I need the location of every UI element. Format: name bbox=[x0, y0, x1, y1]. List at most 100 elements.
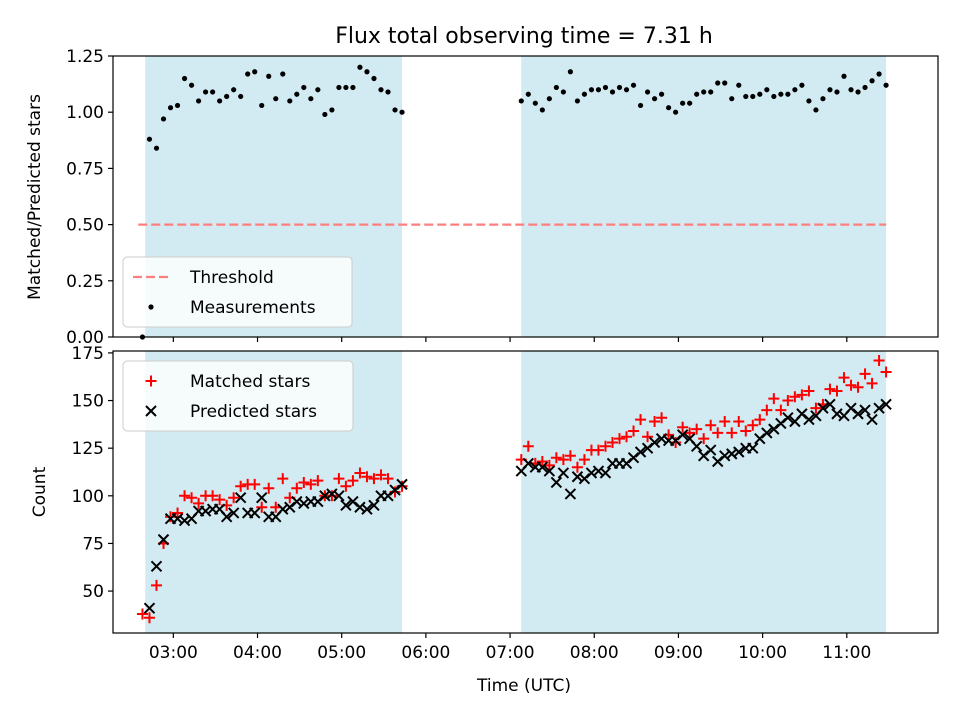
y-tick-label: 150 bbox=[72, 392, 104, 412]
predicted-stars-point bbox=[396, 478, 408, 491]
matched-stars-point bbox=[564, 450, 576, 462]
measurement-point bbox=[525, 91, 531, 97]
measurement-point bbox=[539, 107, 545, 113]
y-axis-label-ratio: Matched/Predicted stars bbox=[25, 94, 45, 300]
measurement-point bbox=[308, 96, 314, 102]
measurement-point bbox=[392, 107, 398, 113]
measurement-point bbox=[666, 105, 672, 111]
measurement-point bbox=[371, 75, 377, 82]
measurement-point bbox=[595, 87, 602, 93]
matched-stars-point bbox=[136, 608, 148, 620]
legend-predicted-swatch bbox=[145, 405, 157, 417]
measurement-point bbox=[644, 89, 651, 95]
predicted-stars-point bbox=[690, 440, 703, 452]
predicted-stars-point bbox=[676, 429, 689, 441]
chart-title: Flux total observing time = 7.31 h bbox=[335, 24, 713, 49]
matched-stars-point bbox=[326, 490, 338, 502]
measurement-point bbox=[259, 102, 265, 109]
measurement-point bbox=[778, 91, 784, 97]
measurement-point bbox=[266, 73, 272, 79]
predicted-stars-point bbox=[150, 560, 163, 573]
matched-stars-point bbox=[305, 478, 317, 490]
x-tick-label: 03:00 bbox=[149, 643, 198, 663]
matched-stars-point bbox=[656, 412, 668, 424]
count-panel: 50 75 100 125 150 175 03:00 04:00 05:00 06:00 07:0… bbox=[72, 344, 939, 663]
predicted-stars-point bbox=[340, 499, 352, 512]
x-axis-label: Time (UTC) bbox=[476, 676, 571, 696]
matched-stars-point bbox=[550, 452, 562, 464]
measurement-point bbox=[153, 145, 160, 151]
measurement-point bbox=[792, 87, 798, 93]
measurement-point bbox=[722, 80, 728, 86]
legend: Matched stars Predicted stars bbox=[122, 360, 354, 432]
predicted-stars-point bbox=[550, 476, 563, 489]
measurement-point bbox=[336, 84, 342, 91]
measurement-point bbox=[574, 98, 581, 104]
matched-stars-point bbox=[186, 492, 198, 504]
matched-stars-point bbox=[592, 444, 604, 456]
matched-stars-point bbox=[705, 419, 717, 431]
measurement-point bbox=[757, 91, 763, 97]
matched-stars-point bbox=[747, 419, 759, 431]
measurement-point bbox=[231, 87, 237, 93]
predicted-stars-point bbox=[249, 507, 261, 519]
matched-stars-point bbox=[649, 416, 661, 427]
measurement-point bbox=[399, 109, 405, 115]
matched-stars-point bbox=[621, 431, 633, 443]
measurement-point bbox=[687, 100, 693, 106]
matched-stars-point bbox=[312, 475, 324, 487]
predicted-stars-point bbox=[726, 448, 738, 460]
predicted-stars-point bbox=[354, 501, 366, 513]
measurement-point bbox=[560, 89, 566, 95]
matched-stars-point bbox=[803, 385, 815, 397]
predicted-stars-point bbox=[719, 450, 731, 462]
matched-stars-point bbox=[880, 366, 892, 378]
predicted-stars-point bbox=[220, 511, 233, 523]
predicted-stars-point bbox=[592, 465, 605, 477]
measurement-point bbox=[673, 109, 679, 115]
measurement-point bbox=[637, 102, 644, 109]
measurement-point bbox=[160, 116, 167, 122]
predicted-stars-point bbox=[880, 398, 892, 411]
matched-stars-point bbox=[719, 416, 731, 427]
matched-stars-point bbox=[677, 421, 689, 433]
y-tick-label: 0.75 bbox=[66, 159, 104, 179]
y-tick-label: 50 bbox=[82, 582, 104, 602]
measurement-point bbox=[630, 82, 637, 88]
matched-stars-point bbox=[691, 423, 703, 435]
predicted-stars-point bbox=[873, 402, 885, 414]
matched-stars-point bbox=[150, 579, 162, 591]
predicted-stars-point bbox=[782, 411, 794, 424]
measurement-point bbox=[203, 89, 209, 95]
matched-stars-point bbox=[578, 454, 590, 466]
matched-stars-point bbox=[571, 461, 583, 473]
legend-label: Measurements bbox=[190, 298, 316, 318]
legend-box bbox=[122, 256, 353, 328]
legend-label: Matched stars bbox=[190, 372, 310, 392]
measurement-point bbox=[181, 75, 188, 82]
axes-frame bbox=[112, 55, 939, 338]
predicted-stars-point bbox=[291, 495, 303, 508]
predicted-stars-point bbox=[368, 499, 380, 512]
measurement-point bbox=[806, 98, 812, 104]
measurement-point bbox=[315, 87, 321, 93]
measurement-point bbox=[729, 96, 735, 102]
matched-stars-point bbox=[873, 355, 885, 367]
y-axis-label-count: Count bbox=[30, 466, 50, 517]
measurement-point bbox=[708, 89, 714, 95]
observing-interval-band bbox=[521, 56, 887, 337]
predicted-stars-point bbox=[234, 492, 247, 504]
y-tick-label: 75 bbox=[82, 534, 104, 554]
predicted-stars-point bbox=[199, 505, 212, 517]
x-tick-label: 04:00 bbox=[233, 643, 282, 663]
predicted-stars-point bbox=[648, 436, 661, 449]
matched-stars-point bbox=[782, 395, 794, 407]
measurement-point bbox=[876, 71, 882, 77]
measurement-point bbox=[301, 84, 307, 91]
y-tick-label: 125 bbox=[72, 439, 104, 459]
measurement-point bbox=[616, 84, 623, 91]
matched-stars-point bbox=[789, 391, 801, 403]
predicted-stars-point bbox=[256, 492, 268, 504]
measurement-point bbox=[834, 89, 840, 95]
matched-stars-point bbox=[614, 433, 626, 445]
